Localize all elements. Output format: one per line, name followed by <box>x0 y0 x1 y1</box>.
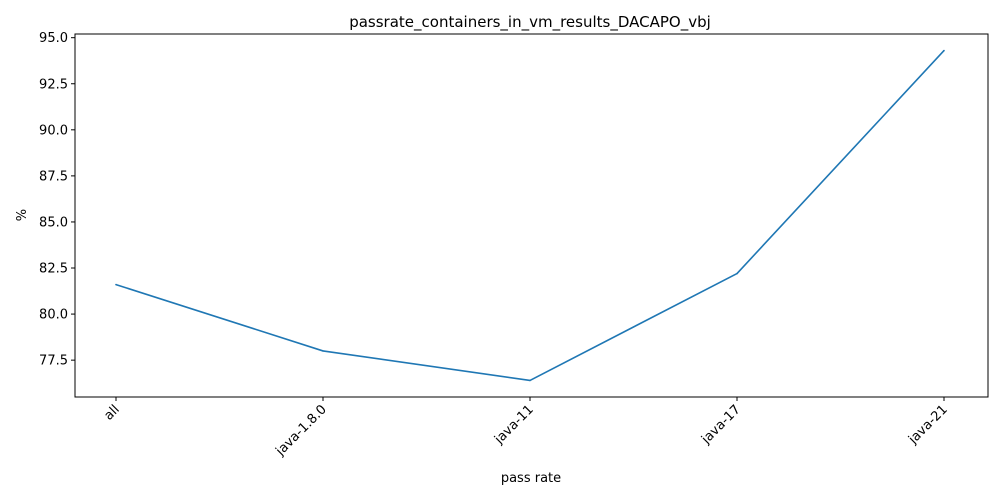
series-layer <box>115 49 945 382</box>
y-tick-label: 92.5 <box>39 77 68 92</box>
y-tick-label: 90.0 <box>39 123 68 138</box>
y-tick-label: 77.5 <box>39 354 68 369</box>
y-tick-label: 95.0 <box>39 31 68 46</box>
x-axis-title: pass rate <box>501 471 561 486</box>
y-tick-label: 87.5 <box>39 169 68 184</box>
y-axis: 77.5 80.0 82.5 85.0 87.5 90.0 92.5 95.0 <box>39 31 75 369</box>
y-tick-label: 82.5 <box>39 262 68 277</box>
data-point <box>736 272 738 275</box>
data-point <box>115 283 117 286</box>
data-point <box>529 379 531 382</box>
data-point <box>322 350 324 352</box>
y-axis-title: % <box>15 209 30 221</box>
data-point <box>943 49 945 52</box>
plot-frame <box>74 33 989 398</box>
y-tick-label: 85.0 <box>39 215 68 230</box>
plot-area <box>74 33 989 398</box>
y-tick-label: 80.0 <box>39 308 68 323</box>
chart-title: passrate_containers_in_vm_results_DACAPO… <box>349 13 711 32</box>
